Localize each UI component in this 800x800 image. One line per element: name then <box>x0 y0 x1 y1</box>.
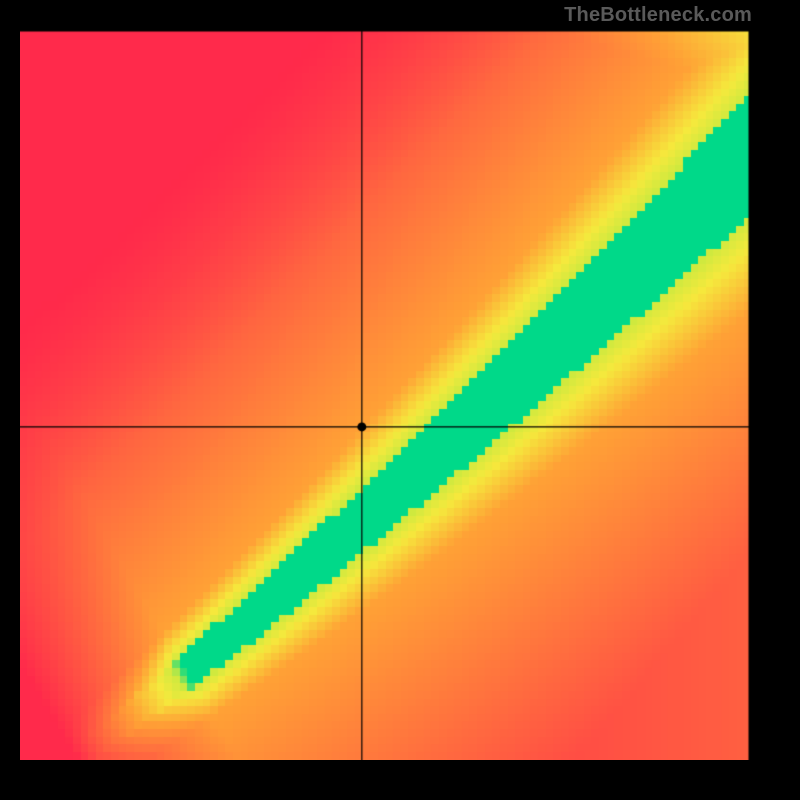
heatmap-canvas <box>20 28 752 760</box>
watermark-text: TheBottleneck.com <box>564 4 752 27</box>
chart-container: { "watermark": "TheBottleneck.com", "cha… <box>0 0 800 800</box>
